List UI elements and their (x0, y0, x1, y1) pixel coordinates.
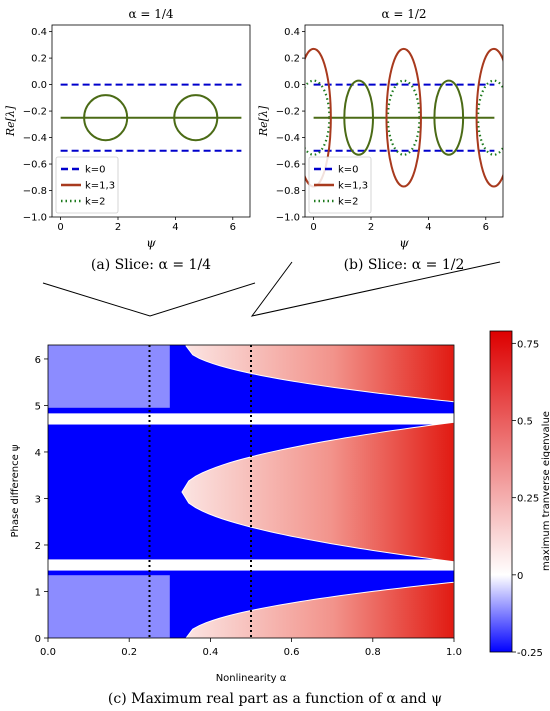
slice-b-xtick-label: 4 (425, 222, 431, 233)
slice-b-k13-curve (385, 47, 422, 188)
slice-a-xtick-label: 4 (172, 222, 178, 233)
slice-b-ytick-label: −0.8 (276, 186, 300, 197)
slice-b-xtick-label: 2 (368, 222, 374, 233)
heatmap-red-tongue-bottom (185, 581, 454, 638)
heatmap-ytick-label: 3 (35, 494, 41, 505)
heatmap-xtick-label: 0.8 (365, 647, 381, 658)
colorbar-label: maximum tranverse eigenvalue (541, 411, 550, 571)
heatmap-ylabel: Phase difference ψ (10, 444, 21, 537)
slice-b-k13-curve (343, 79, 375, 156)
heatmap-ytick-label: 4 (35, 448, 41, 459)
slice-b-legend: k=0 k=1,3 k=2 (308, 156, 372, 214)
connector-b (250, 261, 501, 317)
heatmap-field (48, 345, 454, 638)
slice-a-plot (60, 83, 242, 152)
caption-a: (a) Slice: α = 1/4 (91, 257, 211, 273)
caption-b: (b) Slice: α = 1/2 (344, 257, 465, 273)
heatmap-white-stripe (48, 559, 454, 571)
slice-a-legend-label: k=2 (85, 197, 106, 208)
slice-a-ticks: 0 2 4 6 0.4 0.2 0.0 −0.2 −0.4 −0.6 −0.8 −1.0 (23, 27, 236, 233)
slice-b-ylabel: Re[λ] (257, 105, 270, 137)
slice-b-legend-label: k=1,3 (338, 181, 368, 192)
colorbar-tick-label: 0.25 (517, 494, 539, 505)
heatmap-ticks: 0.0 0.2 0.4 0.6 0.8 1.0 0 1 2 3 4 5 6 (35, 355, 462, 658)
slice-a-k13-curve (83, 94, 129, 142)
colorbar-tick-label: 0.5 (517, 417, 533, 428)
colorbar-ticks: 0.75 0.5 0.25 0 -0.25 (512, 339, 543, 659)
caption-c: (c) Maximum real part as a function of α… (108, 691, 442, 707)
slice-a-ytick-label: −0.4 (23, 133, 47, 144)
heatmap-ytick-label: 2 (35, 541, 41, 552)
slice-b-xtick-label: 6 (483, 222, 489, 233)
slice-a-xtick-label: 6 (230, 222, 236, 233)
heatmap-xtick-label: 0.6 (284, 647, 300, 658)
slice-a-xtick-label: 2 (115, 222, 121, 233)
slice-b-ytick-label: 0.4 (284, 27, 300, 38)
slice-b-panel: α = 1/2 0 2 4 6 0.4 0.2 0.0 −0.2 −0.4 −0.6 −0.8 −1.… (257, 7, 504, 250)
slice-b-ytick-label: −0.2 (276, 107, 300, 118)
heatmap-ytick-label: 5 (35, 401, 41, 412)
slice-b-legend-label: k=0 (338, 165, 359, 176)
slice-a-ytick-label: −0.6 (23, 160, 47, 171)
heatmap-ytick-label: 0 (35, 634, 41, 645)
slice-b-ytick-label: −0.6 (276, 160, 300, 171)
heatmap-xlabel: Nonlinearity α (216, 673, 287, 684)
slice-b-ticks: 0 2 4 6 0.4 0.2 0.0 −0.2 −0.4 −0.6 −0.8 −1.0 (276, 27, 489, 233)
colorbar-tick-label: 0 (517, 571, 523, 582)
slice-b-xtick-label: 0 (310, 222, 316, 233)
slice-b-ytick-label: −1.0 (276, 213, 300, 224)
heatmap-xtick-label: 1.0 (446, 647, 462, 658)
slice-a-ytick-label: −0.2 (23, 107, 47, 118)
heatmap-white-stripe (48, 413, 454, 425)
colorbar-tick-label: -0.25 (517, 648, 543, 659)
slice-b-frame (304, 24, 504, 218)
heatmap-red-tongue-center (181, 421, 454, 563)
heatmap-xtick-label: 0.2 (121, 647, 137, 658)
heatmap-light-region (48, 345, 170, 408)
slice-a-ytick-label: 0.0 (31, 80, 47, 91)
slice-b-legend-label: k=2 (338, 197, 359, 208)
slice-a-panel: α = 1/4 0 2 4 6 0.4 0.2 0.0 −0.2 −0.4 −0.6 −0.8 −1.… (4, 7, 251, 250)
heatmap-ytick-label: 6 (35, 355, 41, 366)
slice-a-ylabel: Re[λ] (4, 105, 17, 137)
slice-a-k13-curve (173, 94, 219, 142)
slice-a-ytick-label: 0.4 (31, 27, 47, 38)
heatmap-panel: 0.0 0.2 0.4 0.6 0.8 1.0 0 1 2 3 4 5 6 Phase differen… (10, 330, 550, 684)
heatmap-light-region (48, 575, 170, 638)
slice-a-legend-label: k=0 (85, 165, 106, 176)
heatmap-xtick-label: 0.0 (40, 647, 56, 658)
slice-a-legend-label: k=1,3 (85, 181, 115, 192)
slice-a-legend-box (55, 156, 119, 214)
slice-b-title: α = 1/2 (381, 7, 426, 21)
heatmap-ytick-label: 1 (35, 587, 41, 598)
slice-a-ytick-label: −1.0 (23, 213, 47, 224)
slice-a-frame (51, 24, 251, 218)
colorbar (489, 330, 513, 653)
heatmap-xtick-label: 0.4 (202, 647, 218, 658)
slice-b-k13-curve (433, 79, 465, 156)
slice-a-legend: k=0 k=1,3 k=2 (55, 156, 119, 214)
heatmap-frame (47, 344, 455, 639)
slice-b-xlabel: ψ (399, 236, 409, 250)
slice-a-ytick-label: −0.8 (23, 186, 47, 197)
slice-b-ytick-label: −0.4 (276, 133, 300, 144)
slice-a-ytick-label: 0.2 (31, 54, 47, 65)
heatmap-red-tongue-top (185, 345, 454, 403)
slice-b-k13-curve (475, 47, 503, 188)
slice-b-legend-box (308, 156, 372, 214)
slice-b-ytick-label: 0.0 (284, 80, 300, 91)
colorbar-tick-label: 0.75 (517, 339, 539, 350)
slice-a-xlabel: ψ (146, 236, 156, 250)
slice-a-xtick-label: 0 (57, 222, 63, 233)
slice-a-title: α = 1/4 (128, 7, 173, 21)
slice-b-ytick-label: 0.2 (284, 54, 300, 65)
connector-a (42, 282, 256, 317)
